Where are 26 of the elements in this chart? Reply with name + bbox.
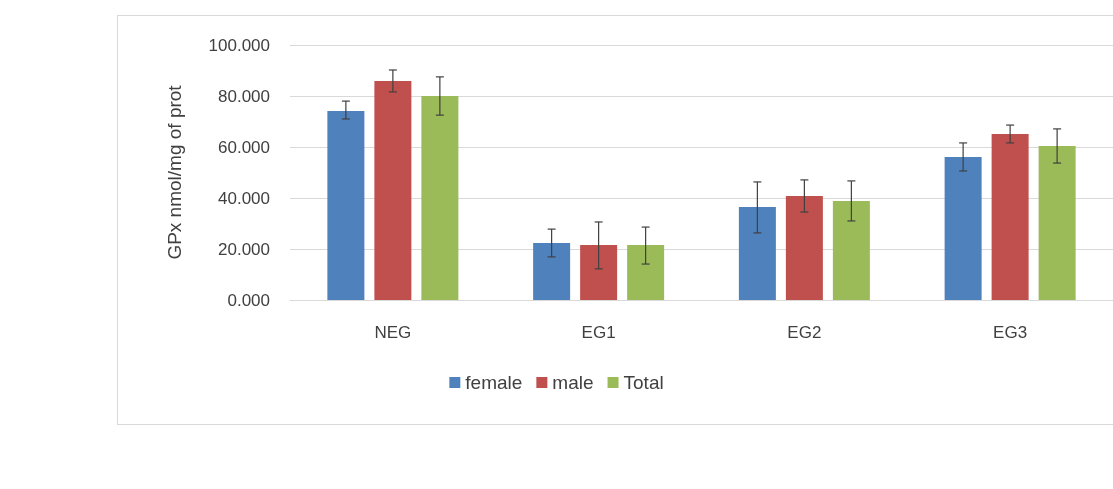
- y-axis-title: GPx nmol/mg of prot: [164, 84, 185, 260]
- x-tick-label: EG2: [787, 323, 822, 342]
- bar: [580, 244, 618, 300]
- legend-label: male: [552, 372, 594, 393]
- bar: [785, 195, 823, 300]
- bar: [1038, 145, 1076, 300]
- x-tick-label: NEG: [374, 323, 412, 342]
- bar: [533, 242, 571, 300]
- bar: [421, 96, 459, 300]
- x-tick-label: EG3: [993, 323, 1028, 342]
- y-tick-label: 100.000: [208, 35, 270, 55]
- bar: [327, 111, 365, 300]
- bar: [374, 80, 412, 300]
- y-tick-label: 60.000: [218, 137, 270, 157]
- y-tick-label: 20.000: [218, 239, 270, 259]
- y-tick-label: 40.000: [218, 188, 270, 208]
- legend-label: female: [465, 372, 523, 393]
- bar: [991, 134, 1029, 300]
- bar: [627, 244, 665, 300]
- bar: [944, 156, 982, 300]
- x-tick-label: EG1: [581, 323, 616, 342]
- y-tick-label: 0.000: [227, 290, 270, 310]
- bar: [738, 206, 776, 300]
- legend-label: Total: [623, 372, 664, 393]
- bar: [832, 201, 870, 300]
- y-tick-label: 80.000: [218, 86, 270, 106]
